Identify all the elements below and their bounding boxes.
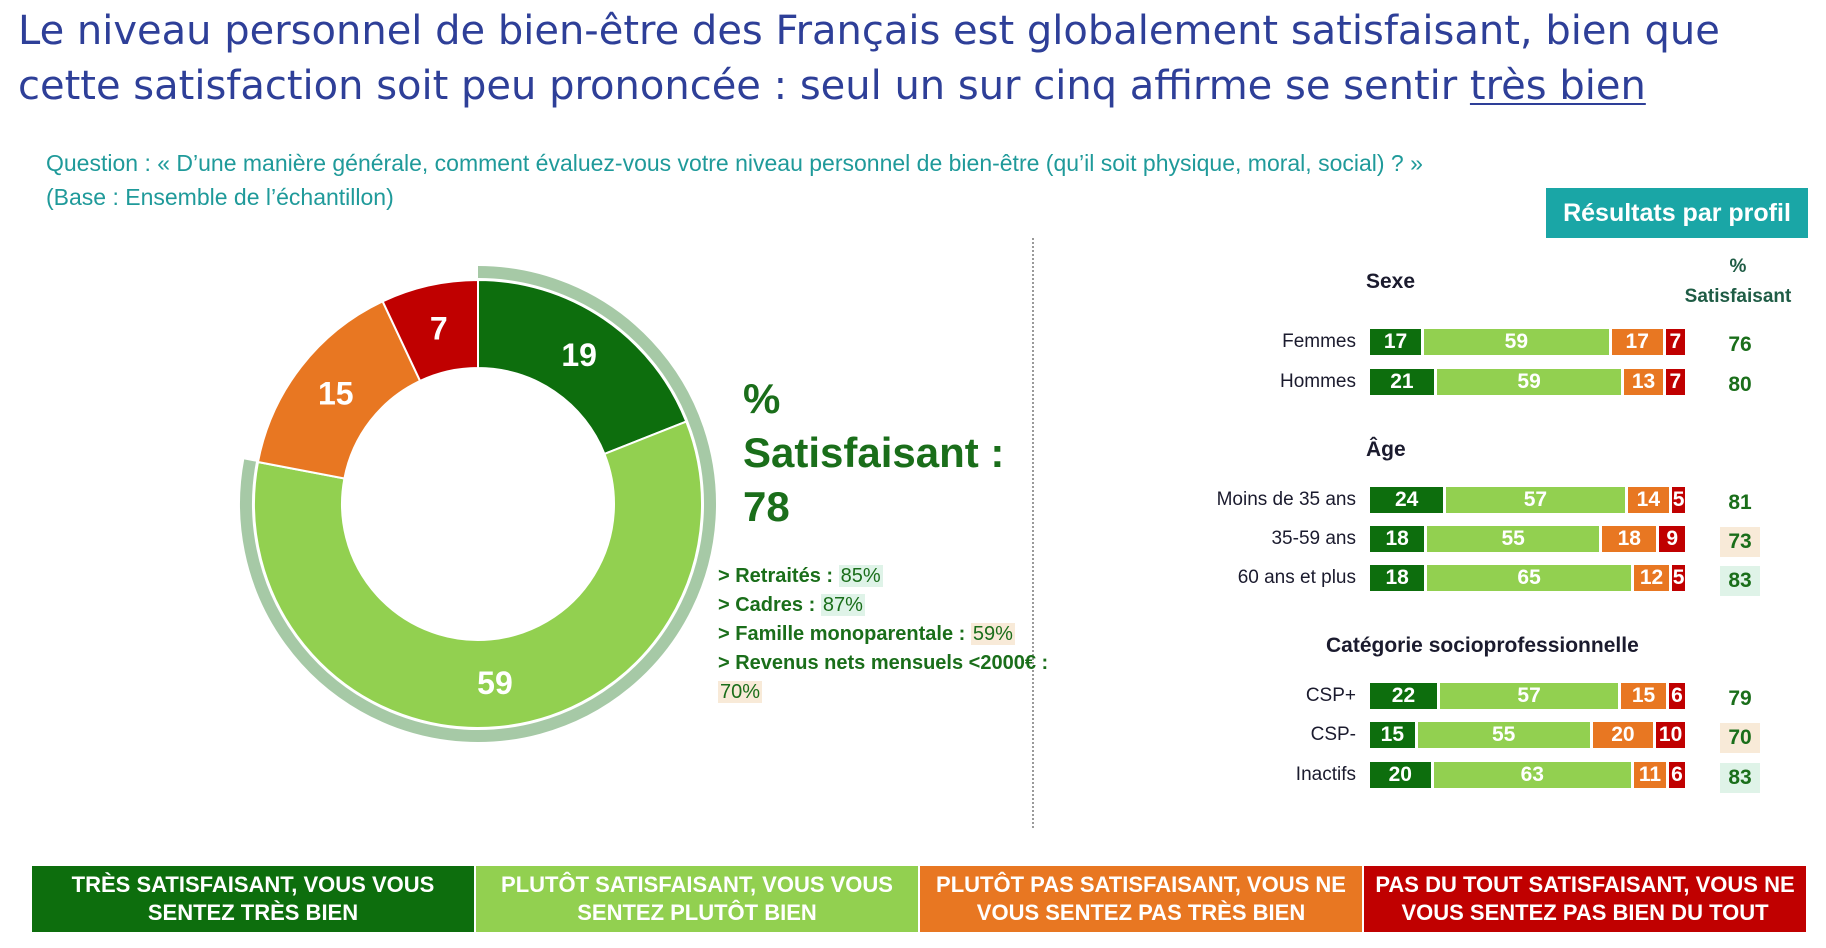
satisfaisant-value: 81 [1728,491,1752,514]
results-by-profile-button[interactable]: Résultats par profil [1546,188,1808,238]
bar-segment: 22 [1370,683,1437,709]
sat-header-label: Satisfaisant [1684,286,1792,307]
bar-segment: 65 [1427,565,1631,591]
satisfaisant-value: 70 [1720,723,1760,753]
kpi-label-percent: % [743,375,781,422]
satisfaisant-value: 76 [1728,333,1752,356]
legend: TRÈS SATISFAISANT, VOUS VOUS SENTEZ TRÈS… [32,866,1808,932]
donut-slice-label: 15 [318,376,354,412]
donut-slice [477,278,688,456]
bar-segment: 59 [1436,369,1622,395]
bar-row-label: CSP- [1310,724,1356,745]
detail-item: > Cadres : 87% [718,591,1058,620]
legend-item: PLUTÔT PAS SATISFAISANT, VOUS NE VOUS SE… [920,866,1364,932]
bar-row-label: 35-59 ans [1271,528,1356,549]
bar-segment: 7 [1665,369,1685,395]
bar-segment: 59 [1424,329,1609,355]
bar-segment: 63 [1433,762,1631,788]
satisfaisant-value: 80 [1728,373,1752,396]
bar-segment: 15 [1621,683,1666,709]
satisfied-halo-arc [240,266,716,742]
bar-segment: 5 [1672,565,1685,591]
bar-segment: 5 [1672,487,1685,513]
detail-value: 70% [718,681,763,703]
bar-segment: 20 [1370,762,1431,788]
question-block: Question : « D’une manière générale, com… [46,146,1423,214]
satisfaisant-value: 73 [1720,527,1760,557]
bar-row-label: Inactifs [1295,764,1356,785]
bar-row-label: CSP+ [1305,685,1356,706]
detail-item: > Famille monoparentale : 59% [718,620,1058,649]
detail-item: > Retraités : 85% [718,562,1058,591]
detail-label: > Cadres : [718,594,821,616]
detail-label: > Retraités : [718,565,839,587]
satisfaisant-value: 79 [1728,687,1752,710]
bar-row-label: Femmes [1282,331,1356,352]
detail-value: 85% [838,565,883,587]
detail-label: > Revenus nets mensuels <2000€ : [718,652,1049,674]
sat-header-percent: % [1729,256,1747,277]
satisfaisant-value: 83 [1720,763,1760,793]
legend-item: PAS DU TOUT SATISFAISANT, VOUS NE VOUS S… [1364,866,1808,932]
bar-row-label: Hommes [1279,371,1356,392]
donut-slice-label: 19 [561,337,597,373]
bar-segment: 57 [1439,683,1619,709]
bar-segment: 20 [1592,722,1654,748]
page-title: Le niveau personnel de bien-être des Fra… [18,4,1808,114]
detail-label: > Famille monoparentale : [718,623,971,645]
donut-slice-label: 59 [477,665,513,701]
detail-list: > Retraités : 85% > Cadres : 87% > Famille… [718,562,1058,707]
legend-item: PLUTÔT SATISFAISANT, VOUS VOUS SENTEZ PL… [476,866,920,932]
satisfaisant-value: 83 [1720,566,1760,596]
kpi-value: 78 [743,483,790,530]
section-header: Âge [1366,438,1406,461]
title-underlined: très bien [1469,63,1646,109]
kpi-label: Satisfaisant : [743,429,1005,476]
bar-segment: 18 [1370,526,1425,552]
base-text: (Base : Ensemble de l’échantillon) [46,184,394,210]
kpi-satisfaisant: % Satisfaisant : 78 [743,372,1004,534]
bar-segment: 17 [1611,329,1663,355]
bar-segment: 13 [1624,369,1663,395]
bar-segment: 18 [1602,526,1657,552]
bar-segment: 55 [1417,722,1590,748]
bar-row-label: Moins de 35 ans [1216,489,1356,510]
bar-segment: 12 [1633,565,1670,591]
donut-slice-label: 7 [430,310,448,346]
question-text: Question : « D’une manière générale, com… [46,150,1423,176]
legend-item: TRÈS SATISFAISANT, VOUS VOUS SENTEZ TRÈS… [32,866,476,932]
bar-segment: 15 [1370,722,1415,748]
detail-value: 87% [820,594,865,616]
donut-slice [381,278,479,383]
bar-segment: 6 [1668,762,1685,788]
section-header: Catégorie socioprofessionnelle [1326,634,1639,657]
bar-segment: 6 [1668,683,1685,709]
satisfaisant-column-header: % Satisfaisant [1668,252,1808,312]
bar-segment: 24 [1370,487,1444,513]
bar-segment: 14 [1627,487,1670,513]
bar-segment: 57 [1446,487,1625,513]
bar-segment: 18 [1370,565,1425,591]
bar-segment: 17 [1370,329,1422,355]
bar-segment: 55 [1427,526,1600,552]
title-text: Le niveau personnel de bien-être des Fra… [18,8,1720,109]
detail-value: 59% [970,623,1015,645]
bar-segment: 7 [1665,329,1685,355]
detail-item: > Revenus nets mensuels <2000€ : 70% [718,649,1058,707]
bar-row-label: 60 ans et plus [1237,567,1356,588]
section-header: Sexe [1366,270,1416,293]
section-divider [1032,238,1034,828]
bar-segment: 9 [1659,526,1685,552]
bar-segment: 11 [1633,762,1666,788]
bar-segment: 10 [1656,722,1685,748]
bar-segment: 21 [1370,369,1434,395]
donut-slice [253,420,703,729]
